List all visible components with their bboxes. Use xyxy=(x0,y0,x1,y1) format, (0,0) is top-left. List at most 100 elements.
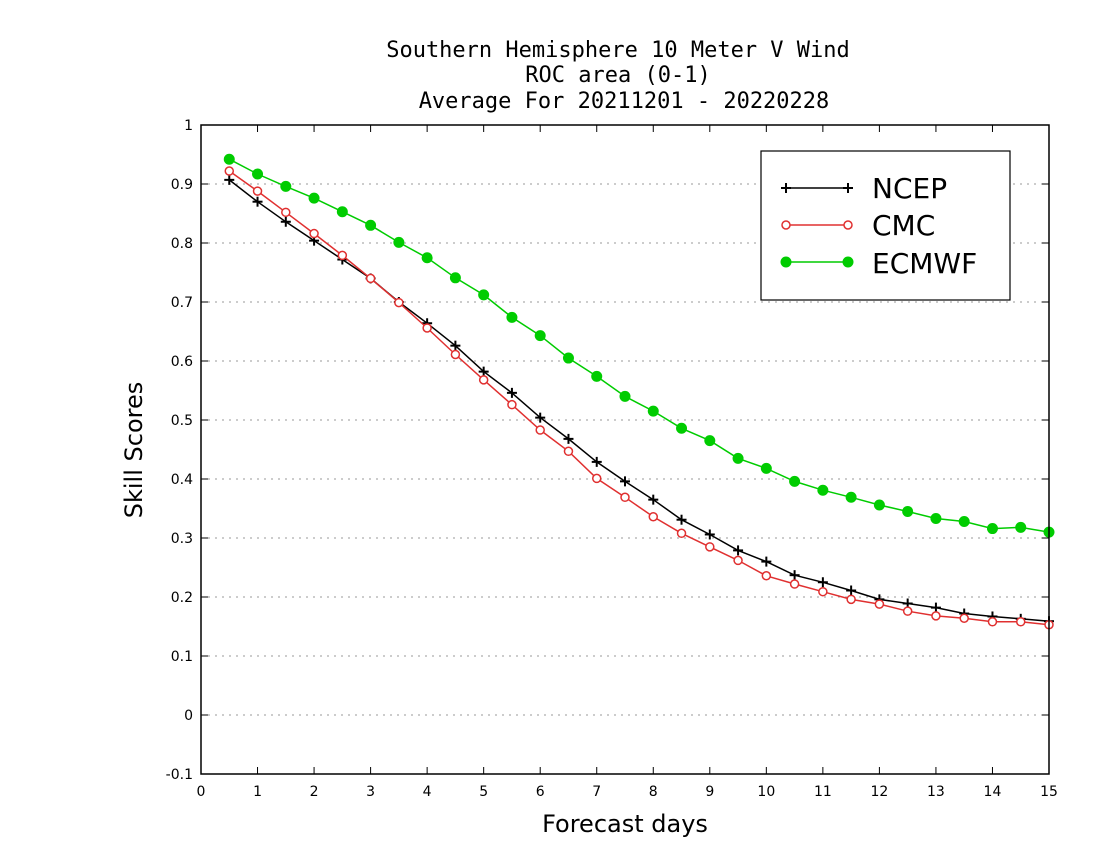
series-ecmwf xyxy=(223,153,1055,538)
series-lines xyxy=(223,153,1055,630)
legend-label-ecmwf: ECMWF xyxy=(872,247,977,280)
point-ecmwf xyxy=(676,422,688,434)
y-tick-label: 0.8 xyxy=(171,236,193,252)
point-cmc xyxy=(337,250,348,261)
point-ecmwf xyxy=(223,153,235,165)
point-ecmwf xyxy=(1015,521,1027,533)
x-tick-label: 3 xyxy=(366,784,375,800)
point-cmc xyxy=(224,166,235,176)
point-cmc xyxy=(309,228,319,239)
point-cmc xyxy=(761,571,772,581)
point-ecmwf xyxy=(506,311,518,323)
point-cmc xyxy=(648,512,659,522)
point-ecmwf xyxy=(647,405,659,417)
point-cmc xyxy=(507,399,517,410)
point-ncep xyxy=(620,476,630,487)
point-cmc xyxy=(422,323,432,333)
point-ecmwf xyxy=(562,352,574,364)
x-tick-label: 13 xyxy=(927,784,945,800)
legend-marker-ncep xyxy=(843,183,853,193)
y-tick-label: 0.2 xyxy=(171,590,193,606)
x-tick-label: 7 xyxy=(592,784,601,800)
point-cmc xyxy=(478,375,489,385)
y-tick-label: 0.7 xyxy=(171,295,193,311)
point-ncep xyxy=(224,174,235,185)
point-cmc xyxy=(705,542,715,552)
point-cmc xyxy=(365,273,376,284)
legend-marker-ecmwf xyxy=(842,256,854,268)
point-ecmwf xyxy=(308,192,320,204)
legend-box xyxy=(760,150,1011,301)
point-ncep xyxy=(450,340,461,351)
point-ecmwf xyxy=(986,523,998,535)
y-tick-label: 0.1 xyxy=(171,649,193,665)
point-ecmwf xyxy=(930,513,942,525)
point-ecmwf xyxy=(873,499,885,511)
x-tick-label: 6 xyxy=(536,784,545,800)
y-tick-label: -0.1 xyxy=(166,767,193,783)
y-tick-label: 0.5 xyxy=(171,413,193,429)
point-ncep xyxy=(846,585,857,596)
x-tick-label: 2 xyxy=(310,784,319,800)
chart-period: Average For 20211201 - 20220228 xyxy=(419,89,830,114)
y-tick-label: 0.4 xyxy=(171,472,193,488)
point-ncep xyxy=(591,456,602,467)
point-ncep xyxy=(817,577,828,588)
point-ecmwf xyxy=(252,168,264,180)
legend-marker-cmc xyxy=(781,220,791,230)
point-ncep xyxy=(733,545,744,556)
point-ncep xyxy=(704,529,715,540)
series-cmc xyxy=(224,166,1054,630)
point-cmc xyxy=(959,613,969,623)
point-ecmwf xyxy=(789,475,801,487)
point-ncep xyxy=(280,216,291,227)
point-cmc xyxy=(535,425,545,435)
point-ncep xyxy=(930,602,941,613)
point-ecmwf xyxy=(704,435,716,447)
x-tick-label: 12 xyxy=(870,784,888,800)
point-ncep xyxy=(563,433,574,444)
point-ecmwf xyxy=(336,206,348,218)
x-tick-label: 4 xyxy=(423,784,432,800)
point-ncep xyxy=(676,514,687,525)
point-ncep xyxy=(506,387,517,398)
y-tick-label: 0.9 xyxy=(171,177,193,193)
point-cmc xyxy=(1015,617,1026,627)
point-ecmwf xyxy=(760,462,772,474)
point-cmc xyxy=(676,528,687,539)
point-ecmwf xyxy=(817,484,829,496)
gridlines xyxy=(201,183,1049,716)
point-ncep xyxy=(252,196,263,207)
point-ecmwf xyxy=(478,289,490,301)
x-axis-label: Forecast days xyxy=(542,810,708,838)
point-ncep xyxy=(648,494,659,505)
point-ncep xyxy=(535,412,546,423)
x-tick-label: 14 xyxy=(984,784,1002,800)
legend-label-ncep: NCEP xyxy=(872,172,947,205)
y-tick-label: 0.6 xyxy=(171,354,193,370)
x-tick-label: 8 xyxy=(649,784,658,800)
point-cmc xyxy=(818,586,828,597)
point-ncep xyxy=(478,366,489,377)
x-tick-label: 10 xyxy=(757,784,775,800)
point-ecmwf xyxy=(280,180,292,192)
point-ecmwf xyxy=(591,370,603,382)
x-tick-label: 1 xyxy=(253,784,262,800)
point-ecmwf xyxy=(619,390,631,402)
point-cmc xyxy=(902,606,913,616)
point-ecmwf xyxy=(449,272,461,284)
point-ncep xyxy=(789,570,800,581)
point-ecmwf xyxy=(393,236,405,248)
y-axis-label: Skill Scores xyxy=(120,382,148,519)
y-tick-label: 0 xyxy=(184,708,193,724)
point-cmc xyxy=(252,186,263,196)
point-cmc xyxy=(563,446,574,457)
point-cmc xyxy=(591,473,602,484)
y-tick-label: 1 xyxy=(184,118,193,134)
chart-subtitle: ROC area (0-1) xyxy=(525,63,710,88)
point-cmc xyxy=(394,297,404,308)
point-cmc xyxy=(987,617,998,627)
y-tick-label: 0.3 xyxy=(171,531,193,547)
